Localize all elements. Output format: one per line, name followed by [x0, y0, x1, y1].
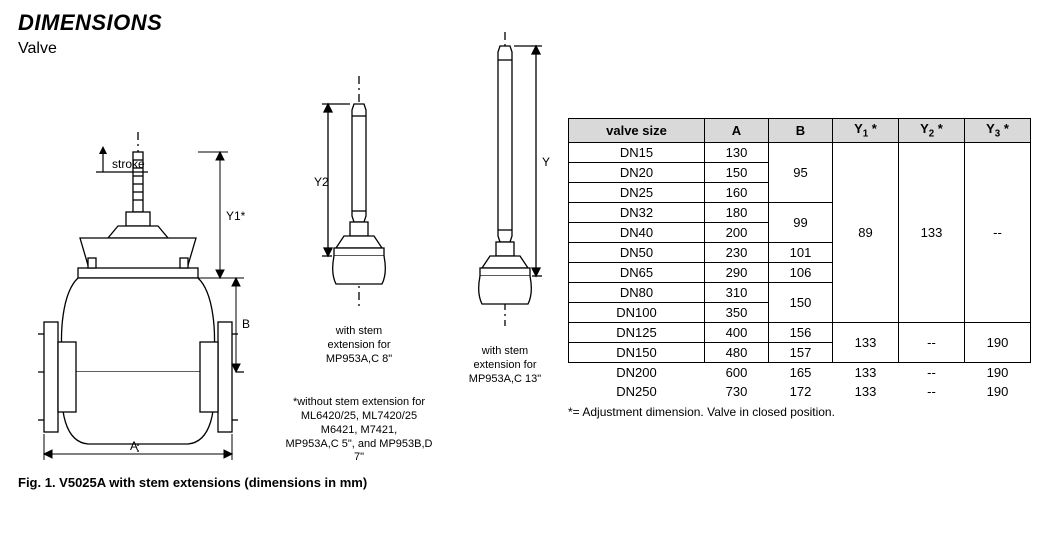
stem-13-caption: with stem extension for MP953A,C 13" — [460, 345, 550, 386]
stroke-label: stroke — [112, 157, 145, 171]
valve-main-drawing: stroke Y1* — [18, 72, 258, 465]
table-row: DN15130 95 89 133 -- — [569, 142, 1031, 162]
col-y1: Y1 * — [832, 119, 898, 143]
col-b: B — [768, 119, 832, 143]
stem-8-caption: with stem extension for MP953A,C 8" — [284, 325, 434, 366]
table-row: DN125400156 133 -- 190 — [569, 322, 1031, 342]
stem-extension-8in: Y2 with stem extension for MP953A,C 8" *… — [284, 66, 434, 465]
dim-y2-label: Y2 — [314, 175, 329, 189]
dim-y3-label: Y3 — [542, 155, 550, 169]
figure-caption: Fig. 1. V5025A with stem extensions (dim… — [18, 475, 550, 490]
asterisk-note: *without stem extension for ML6420/25, M… — [284, 396, 434, 465]
col-y3: Y3 * — [964, 119, 1030, 143]
col-valve-size: valve size — [569, 119, 705, 143]
diagram-panel: stroke Y1* — [18, 66, 550, 490]
table-footnote: *= Adjustment dimension. Valve in closed… — [568, 405, 1031, 419]
stem-extension-13in: Y3 with stem extension for MP953A,C 13" — [460, 26, 550, 386]
dim-b-label: B — [242, 317, 250, 331]
table-header-row: valve size A B Y1 * Y2 * Y3 * — [569, 119, 1031, 143]
dim-y1-label: Y1* — [226, 209, 246, 223]
table-row: DN250730172 133--190 — [569, 382, 1031, 401]
dimensions-table: valve size A B Y1 * Y2 * Y3 * DN15130 95… — [568, 118, 1031, 401]
table-panel: valve size A B Y1 * Y2 * Y3 * DN15130 95… — [568, 66, 1031, 419]
table-row: DN200600165 133--190 — [569, 362, 1031, 382]
col-a: A — [704, 119, 768, 143]
col-y2: Y2 * — [898, 119, 964, 143]
dim-a-label: A — [130, 439, 138, 453]
